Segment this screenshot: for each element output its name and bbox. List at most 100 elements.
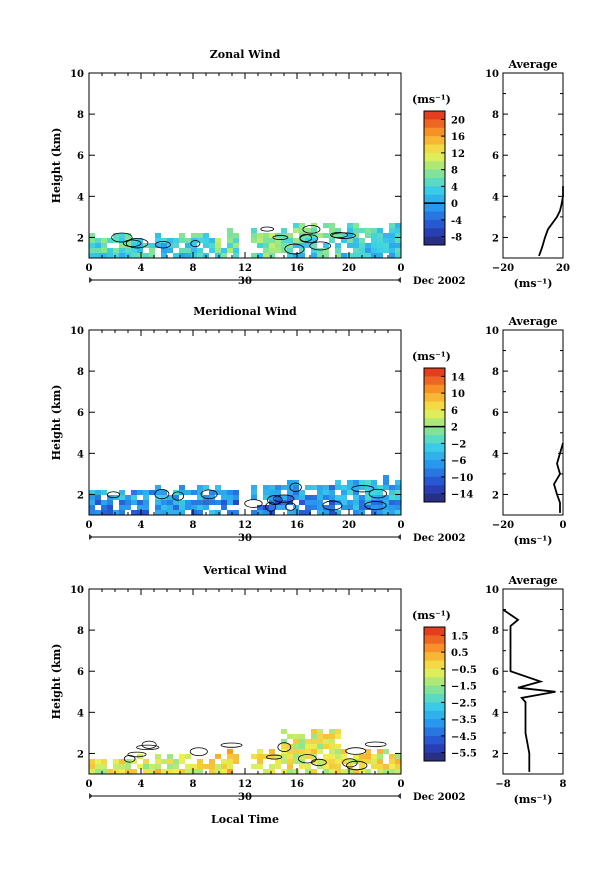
contour-line [141,740,157,749]
x-tick-label: 8 [190,520,197,531]
heatmap-cell [251,238,257,243]
heatmap-cell [389,485,395,490]
heatmap-cell [287,243,293,248]
heatmap-cell [257,238,263,243]
heatmap-cell [359,248,365,253]
heatmap-cell [233,253,239,258]
average-profile-line [553,442,564,513]
average-x-tick-label: 8 [560,779,567,790]
heatmap-cell [341,769,347,774]
heatmap-cell [311,485,317,490]
heatmap-cell [119,500,125,505]
contour-line [368,488,387,499]
contour-line [266,754,283,760]
zero-contours [106,482,387,512]
average-y-tick-label: 6 [492,151,499,162]
heatmap-cell [107,238,113,243]
colorbar-label: 0.5 [451,648,468,659]
heatmap-cell [227,490,233,495]
heatmap-cell [305,243,311,248]
heatmap-cell [281,739,287,744]
heatmap-cell [113,238,119,243]
heatmap-cell [95,500,101,505]
heatmap-cell [317,505,323,510]
heatmap-cell [281,744,287,749]
heatmap-cell [359,485,365,490]
heatmap-cell [221,759,227,764]
heatmap-cell [155,505,161,510]
heatmap-cell [299,490,305,495]
heatmap-cell [329,505,335,510]
heatmap-cell [371,505,377,510]
heatmap-cell [269,769,275,774]
heatmap-cell [131,769,137,774]
heatmap-cell [311,739,317,744]
heatmap-cell [317,500,323,505]
heatmap-cell [377,769,383,774]
colorbar-label: −1.5 [451,682,477,693]
heatmap-cell [395,233,401,238]
contour-line [277,742,292,752]
panel-2: Vertical Wind 0 4 8 12 16 20 0 2 4 6 8 10 Height (km)… [50,564,567,806]
heatmap-cell [263,769,269,774]
heatmap-cell [329,734,335,739]
heatmap-cell [143,510,149,515]
average-x-tick-label: −8 [495,779,510,790]
heatmap-cell [371,510,377,515]
heatmap-cell [287,510,293,515]
heatmap-cell [329,769,335,774]
x-tick-label: 0 [398,520,405,531]
heatmap-cell [389,754,395,759]
heatmap-cell [323,510,329,515]
heatmap-cell [383,248,389,253]
heatmap-cell [389,510,395,515]
heatmap-cells [89,475,401,515]
average-y-tick-label: 8 [492,110,499,121]
heatmap-cell [215,238,221,243]
heatmap-cell [203,238,209,243]
heatmap-cell [287,248,293,253]
heatmap-cell [371,243,377,248]
heatmap-cell [89,243,95,248]
heatmap-cell [257,754,263,759]
heatmap-cell [317,739,323,744]
day-label: 30 [238,792,252,803]
heatmap-cell [371,253,377,258]
heatmap-cell [353,480,359,485]
heatmap-cell [161,243,167,248]
heatmap-cell [137,764,143,769]
heatmap-cell [383,475,389,480]
heatmap-cell [131,238,137,243]
heatmap-cell [329,485,335,490]
colorbar-segment [424,727,445,737]
heatmap-cell [281,248,287,253]
colorbar-segment [424,476,445,486]
x-tick-label: 4 [138,779,145,790]
date-label: Dec 2002 [413,533,465,544]
heatmap-cell [323,769,329,774]
heatmap-cell [395,769,401,774]
heatmap-cell [191,233,197,238]
heatmap-cell [335,749,341,754]
heatmap-cell [371,233,377,238]
colorbar-segment [424,376,445,386]
heatmap-cell [389,253,395,258]
average-frame [502,72,564,259]
heatmap-cell [323,253,329,258]
heatmap-cell [329,228,335,233]
colorbar-frame [423,626,446,762]
heatmap-cell [389,243,395,248]
heatmap-cell [371,485,377,490]
heatmap-cell [203,243,209,248]
heatmap-cell [197,510,203,515]
heatmap-cell [305,744,311,749]
heatmap-cell [377,238,383,243]
colorbar-label: 12 [451,149,465,160]
heatmap-cell [161,248,167,253]
heatmap-cell [299,764,305,769]
y-tick-label: 4 [77,708,84,719]
heatmap-cell [221,769,227,774]
heatmap-cell [311,749,317,754]
heatmap-cell [95,253,101,258]
heatmap-cell [365,490,371,495]
